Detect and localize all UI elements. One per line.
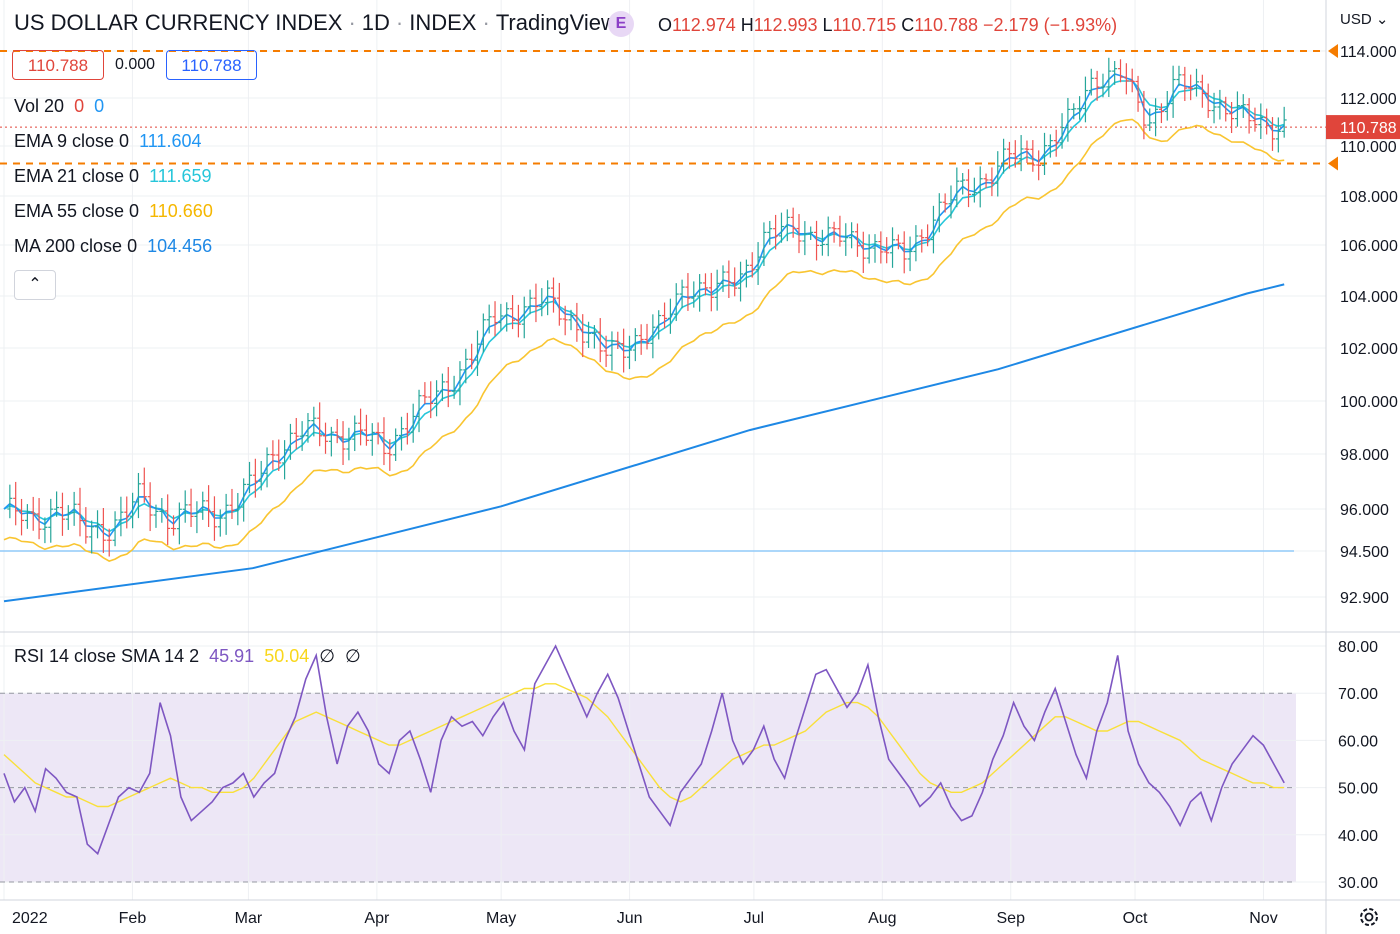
rsi-tick-label: 40.00 [1338, 828, 1378, 845]
time-tick-label: Feb [119, 910, 147, 927]
chart-title: US DOLLAR CURRENCY INDEX · 1D · INDEX · Tradin… [14, 10, 617, 35]
ma200-label: MA 200 close 0 [14, 236, 138, 256]
rsi-tick-label: 60.00 [1338, 733, 1378, 750]
earnings-badge[interactable]: E [608, 11, 634, 37]
rsi-sma-line[interactable] [3, 683, 1285, 808]
type-label: INDEX [409, 10, 477, 35]
ema21-line[interactable] [3, 80, 1285, 533]
ohlc-readout: O112.974 H112.993 L110.715 C110.788 −2.1… [658, 15, 1117, 36]
rsi-na-1: ∅ [319, 646, 335, 666]
low-label: L [822, 15, 833, 35]
rsi-sma-value: 50.04 [264, 646, 310, 666]
close-value: 110.788 [914, 15, 979, 35]
legend-ema9[interactable]: EMA 9 close 0 111.604 [14, 131, 201, 152]
price-tick-label: 106.000 [1340, 238, 1398, 255]
close-label: C [901, 15, 915, 35]
open-value: 112.974 [672, 15, 736, 35]
source-label: TradingView [495, 10, 617, 35]
rsi-na-2: ∅ [344, 646, 361, 666]
level-marker-icon[interactable] [1328, 44, 1338, 58]
gear-icon-center [1364, 912, 1374, 922]
time-tick-label: Nov [1249, 910, 1277, 927]
legend-ema21[interactable]: EMA 21 close 0 111.659 [14, 166, 212, 187]
last-price-tag [1326, 115, 1400, 140]
price-tick-label: 112.000 [1340, 91, 1397, 108]
time-tick-label: Jul [744, 910, 764, 927]
rsi-tick-label: 80.00 [1338, 639, 1378, 656]
buy-price-box[interactable]: 110.788 [166, 50, 257, 80]
time-tick-label: Sep [997, 910, 1026, 927]
vol-label: Vol 20 [14, 96, 65, 116]
currency-selector[interactable]: USD ⌄ [1340, 10, 1388, 28]
rsi-legend[interactable]: RSI 14 close SMA 14 2 45.91 50.04 ∅ ∅ [14, 646, 361, 667]
rsi-tick-label: 70.00 [1338, 686, 1378, 703]
level-marker-icon[interactable] [1328, 156, 1338, 171]
rsi-label: RSI 14 close SMA 14 2 [14, 646, 200, 666]
rsi-line[interactable] [3, 644, 1285, 856]
vol-value-1: 0 [74, 96, 85, 116]
high-label: H [740, 15, 754, 35]
ma200-line[interactable] [3, 283, 1285, 603]
change-value: −2.179 (−1.93%) [983, 15, 1118, 35]
gear-icon-outline [1360, 908, 1378, 926]
low-value: 110.715 [832, 15, 897, 35]
ema55-value: 110.660 [149, 201, 213, 221]
price-tick-label: 104.000 [1340, 289, 1398, 306]
legend-ma200[interactable]: MA 200 close 0 104.456 [14, 236, 212, 257]
currency-label: USD [1340, 11, 1372, 28]
price-tick-label: 96.000 [1340, 502, 1389, 519]
ema9-label: EMA 9 close 0 [14, 131, 130, 151]
time-tick-label: Oct [1123, 910, 1148, 927]
chevron-down-icon: ⌄ [1375, 11, 1389, 28]
legend-ema55[interactable]: EMA 55 close 0 110.660 [14, 201, 213, 222]
rsi-tick-label: 30.00 [1338, 875, 1378, 892]
sell-price-box[interactable]: 110.788 [12, 50, 104, 80]
price-tick-label: 94.500 [1340, 544, 1389, 561]
time-tick-label: 2022 [12, 910, 48, 927]
time-tick-label: Jun [617, 910, 643, 927]
price-tick-label: 98.000 [1340, 447, 1389, 464]
price-tick-label: 100.000 [1340, 394, 1398, 411]
ema9-value: 111.604 [139, 131, 202, 151]
collapse-legend-button[interactable]: ⌃ [14, 270, 56, 300]
time-tick-label: Mar [235, 910, 263, 927]
rsi-tick-label: 50.00 [1338, 781, 1378, 798]
open-label: O [658, 15, 673, 35]
price-tick-label: 114.000 [1340, 44, 1397, 61]
ema21-label: EMA 21 close 0 [14, 166, 140, 186]
high-value: 112.993 [753, 15, 818, 35]
price-tick-label: 108.000 [1340, 189, 1398, 206]
last-price-label: 110.788 [1340, 120, 1397, 137]
ema21-value: 111.659 [149, 166, 212, 186]
ema9-line[interactable] [3, 73, 1285, 538]
ema55-line[interactable] [3, 118, 1285, 562]
time-tick-label: Aug [868, 910, 896, 927]
symbol-name[interactable]: US DOLLAR CURRENCY INDEX [14, 10, 343, 35]
ma200-value: 104.456 [147, 236, 213, 256]
vol-value-2: 0 [94, 96, 105, 116]
interval-label[interactable]: 1D [361, 10, 390, 35]
price-tick-label: 92.900 [1340, 590, 1389, 607]
spread-value: 0.000 [114, 56, 156, 73]
price-tick-label: 110.000 [1340, 139, 1397, 156]
ema55-label: EMA 55 close 0 [14, 201, 140, 221]
legend-volume[interactable]: Vol 20 0 0 [14, 96, 104, 117]
price-tick-label: 102.000 [1340, 341, 1398, 358]
time-tick-label: May [486, 910, 516, 927]
rsi-value: 45.91 [209, 646, 255, 666]
time-tick-label: Apr [364, 910, 390, 927]
gear-icon[interactable] [1360, 908, 1378, 926]
